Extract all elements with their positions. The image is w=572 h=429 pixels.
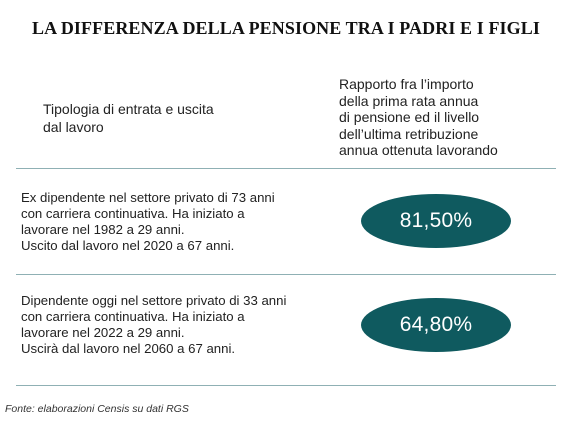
row-description-2: Dipendente oggi nel settore privato di 3… xyxy=(21,293,321,357)
value-ellipse-1: 81,50% xyxy=(361,194,511,248)
column-header-right-line: della prima rata annua xyxy=(339,92,479,109)
column-header-right-line: annua ottenuta lavorando xyxy=(339,142,498,158)
column-header-right-line: Rapporto fra l’importo xyxy=(339,76,474,92)
divider-top xyxy=(16,168,556,169)
source-note: Fonte: elaborazioni Censis su dati RGS xyxy=(5,403,189,415)
value-label-1: 81,50% xyxy=(399,209,473,232)
row-description-line: con carriera continuativa. Ha iniziato a xyxy=(21,309,245,324)
row-description-line: Uscito dal lavoro nel 2020 a 67 anni. xyxy=(21,238,235,253)
column-header-right-line: di pensione ed il livello xyxy=(339,109,480,125)
column-header-left: Tipologia di entrata e uscita dal lavoro xyxy=(43,100,283,136)
row-description-line: Uscirà dal lavoro nel 2060 a 67 anni. xyxy=(21,341,236,356)
chart-title: LA DIFFERENZA DELLA PENSIONE TRA I PADRI… xyxy=(32,18,540,38)
divider-bottom xyxy=(16,385,556,386)
row-description-1: Ex dipendente nel settore privato di 73 … xyxy=(21,190,321,254)
value-ellipse-2: 64,80% xyxy=(361,298,511,352)
row-description-line: lavorare nel 1982 a 29 anni. xyxy=(21,222,185,237)
column-header-right-line: dell’ultima retribuzione xyxy=(339,125,479,142)
column-header-left-line: Tipologia di entrata e uscita xyxy=(43,101,214,117)
row-description-line: Ex dipendente nel settore privato di 73 … xyxy=(21,190,275,205)
row-description-line: lavorare nel 2022 a 29 anni. xyxy=(21,325,185,340)
value-label-2: 64,80% xyxy=(399,313,473,336)
row-description-line: Dipendente oggi nel settore privato di 3… xyxy=(21,293,287,308)
column-header-left-line: dal lavoro xyxy=(43,119,104,135)
divider-middle xyxy=(16,274,556,275)
column-header-right: Rapporto fra l’importo della prima rata … xyxy=(339,76,559,159)
row-description-line: con carriera continuativa. Ha iniziato a xyxy=(21,206,245,221)
